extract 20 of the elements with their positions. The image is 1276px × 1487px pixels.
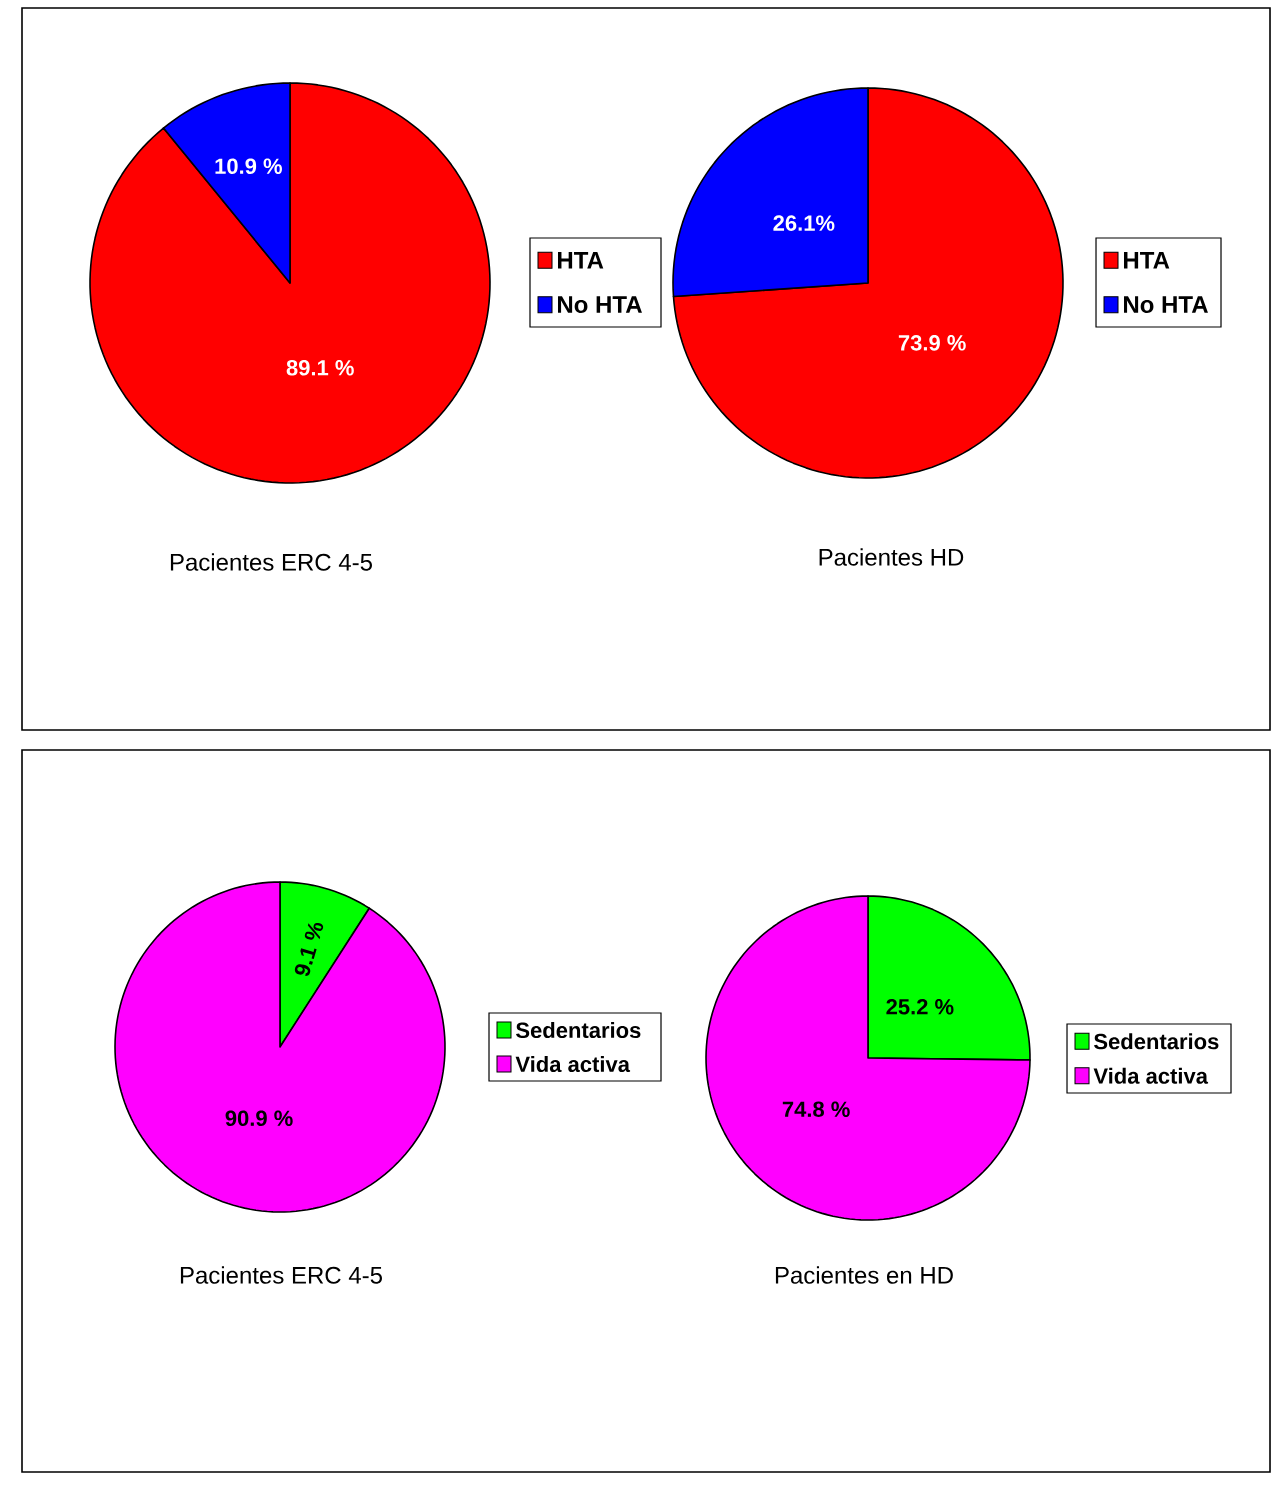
data-label: 25.2 % <box>886 999 954 1015</box>
legend-label: Sedentarios <box>516 1021 641 1039</box>
legend-label: Vida activa <box>515 1055 631 1073</box>
data-label: 9.1 % <box>294 922 324 977</box>
data-label: 73.9 % <box>898 335 966 351</box>
legend-label: Vida activa <box>1093 1067 1209 1084</box>
text: Pacientes en HD <box>775 1266 953 1284</box>
text: Pacientes HD <box>819 548 964 566</box>
data-label: 10.9 % <box>215 158 282 174</box>
data-label: 74.8 % <box>782 1101 850 1118</box>
legend-label: HTA <box>1124 251 1170 269</box>
text: Pacientes ERC 4-5 <box>180 1266 382 1284</box>
legend-label: HTA <box>558 251 604 269</box>
data-label: 89.1 % <box>286 359 354 376</box>
data-label: 90.9 % <box>225 1110 293 1127</box>
text: Pacientes ERC 4-5 <box>170 553 372 571</box>
legend-label: Sedentarios <box>1094 1033 1219 1050</box>
data-label: 26.1% <box>773 215 835 231</box>
legend-label: No HTA <box>1124 296 1208 314</box>
legend-label: No HTA <box>558 296 642 314</box>
